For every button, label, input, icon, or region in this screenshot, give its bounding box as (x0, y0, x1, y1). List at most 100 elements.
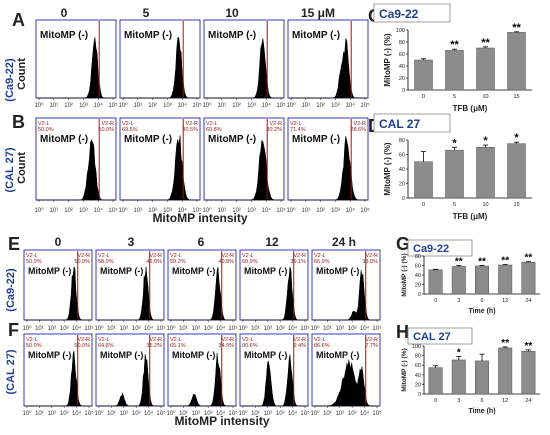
x-tick-label: 10⁵ (300, 325, 310, 332)
histogram-frame (287, 117, 369, 201)
gate-right-percent: 30.2% (266, 127, 282, 133)
x-tick-label: 6 (480, 298, 483, 304)
mitomp-negative-label: MitoMP (-) (292, 30, 340, 41)
gate-left-name: V2-L (98, 253, 110, 259)
x-tick-label: 10⁴ (94, 207, 104, 214)
y-tick-label: 60 (399, 52, 405, 58)
x-tick-label: 10³ (204, 411, 213, 417)
histogram-frame (287, 19, 369, 99)
x-tick-label: 10² (232, 103, 241, 109)
y-tick-label: 0 (418, 292, 421, 298)
x-tick-label: 10⁰ (22, 325, 32, 332)
x-tick-label: 10³ (331, 208, 340, 214)
x-tick-label: 0 (434, 398, 437, 404)
mitomp-negative-label: MitoMP (-) (244, 350, 287, 360)
gate-right-name: V2-R (77, 337, 90, 343)
histogram-frame (239, 249, 309, 321)
histogram-frame (239, 333, 309, 407)
gate-left-name: V2-L (98, 337, 110, 343)
y-tick-label: 20 (399, 182, 405, 188)
bar (451, 359, 466, 395)
mitomp-negative-label: MitoMP (-) (172, 266, 215, 276)
histogram-frame (119, 19, 201, 99)
x-tick-label: 3 (457, 398, 460, 404)
gate-right-percent: 34.9% (218, 343, 234, 349)
gate-left-name: V2-L (242, 337, 254, 343)
histogram-fill (169, 352, 235, 407)
significance-marker: ** (455, 257, 463, 268)
gate-left-percent: 65.1% (170, 343, 186, 349)
x-tick-label: 10 (482, 94, 488, 100)
time-header: 6 (198, 235, 205, 249)
gate-right-percent: 30.5% (182, 127, 198, 133)
y-tick-label: 20 (399, 76, 405, 82)
bar (414, 59, 433, 91)
x-tick-label: 10⁴ (262, 207, 272, 214)
mitomp-negative-label: MitoMP (-) (316, 350, 359, 360)
y-tick-label: 40 (415, 373, 421, 379)
x-tick-label: 10³ (276, 411, 285, 417)
x-axis-label: TFB (μM) (453, 212, 488, 221)
bar (498, 347, 513, 395)
x-tick-label: 10⁴ (216, 410, 226, 417)
x-tick-label: 10² (263, 326, 272, 332)
dose-header: 5 (143, 6, 150, 20)
x-tick-label: 10¹ (107, 411, 116, 417)
gate-right-name: V2-R (269, 121, 282, 127)
x-tick-label: 0 (422, 94, 425, 100)
histogram-fill (241, 266, 307, 321)
x-tick-label: 15 (513, 94, 519, 100)
bar (414, 161, 433, 199)
x-tick-label: 10⁴ (288, 325, 298, 332)
significance-marker: ** (525, 341, 533, 352)
x-tick-label: 10¹ (49, 208, 58, 214)
gate-left-name: V2-L (314, 337, 326, 343)
x-tick-label: 10¹ (251, 326, 260, 332)
x-tick-label: 10³ (60, 411, 69, 417)
gate-left-percent: 69.5% (122, 127, 138, 133)
x-tick-label: 10² (263, 411, 272, 417)
x-tick-label: 10⁴ (144, 410, 154, 417)
count-label-b: Count (16, 152, 28, 184)
histogram-frame (35, 117, 117, 201)
x-tick-label: 10⁰ (286, 102, 296, 109)
significance-marker: ** (450, 39, 459, 51)
gate-left-name: V2-L (314, 253, 326, 259)
x-tick-label: 10¹ (49, 103, 58, 109)
x-tick-label: 10¹ (179, 411, 188, 417)
x-tick-label: 10² (148, 208, 157, 214)
chart-title-box (407, 239, 473, 257)
time-header: 3 (128, 235, 135, 249)
x-tick-label: 10¹ (323, 411, 332, 417)
panel-label-e: E (8, 234, 20, 254)
histogram-frame (311, 249, 381, 321)
bar-chart-d: CAL 27 0 20 40 60 80 MitoMP (-) (%) TFB (μM) 0 * 5… (373, 113, 532, 221)
gate-right-percent: 50.0% (74, 259, 90, 265)
mitomp-negative-label: MitoMP (-) (100, 350, 143, 360)
gate-left-percent: 50.0% (38, 127, 54, 133)
gate-left-percent: 69.8% (206, 127, 222, 133)
x-tick-label: 10⁵ (276, 207, 286, 214)
x-tick-label: 0 (422, 202, 425, 208)
y-axis-label: MitoMP (-) (%) (383, 33, 392, 87)
y-tick-label: 20 (415, 382, 421, 388)
x-tick-label: 10⁵ (300, 410, 310, 417)
panel-label-b: B (12, 112, 25, 132)
mitomp-negative-label: MitoMP (-) (28, 266, 71, 276)
histogram-fill (37, 37, 115, 99)
y-tick-label: 100 (396, 28, 405, 34)
gate-left-percent: 50.0% (26, 259, 42, 265)
y-axis-label: MitoMP (-) (%) (383, 142, 392, 196)
histogram-fill (169, 266, 235, 321)
y-tick-label: 80 (399, 138, 405, 144)
x-tick-label: 10⁵ (108, 102, 118, 109)
x-tick-label: 10⁵ (228, 325, 238, 332)
mitomp-negative-label: MitoMP (-) (244, 266, 287, 276)
gate-right-percent: 40.8% (218, 259, 234, 265)
x-tick-label: 10⁵ (276, 102, 286, 109)
significance-marker: * (457, 348, 461, 359)
gate-left-name: V2-L (290, 121, 302, 127)
x-tick-label: 10⁰ (202, 207, 212, 214)
histogram-fill (121, 135, 199, 201)
x-tick-label: 10⁰ (94, 325, 104, 332)
